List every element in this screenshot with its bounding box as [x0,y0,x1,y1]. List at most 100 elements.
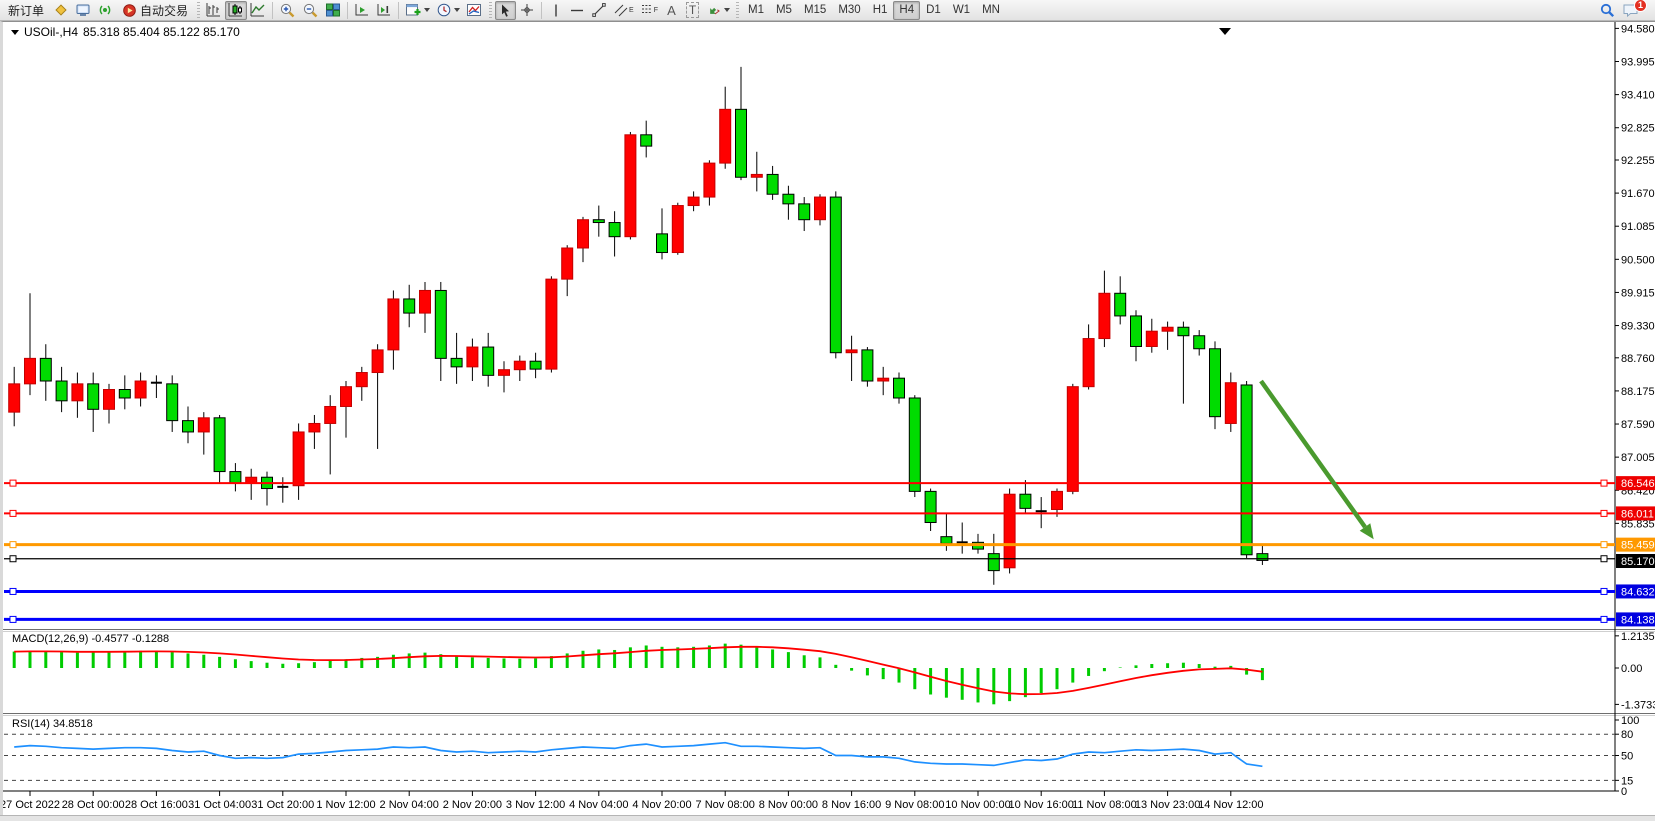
timeframe-m5-button[interactable]: M5 [775,4,792,16]
candle [1193,335,1206,350]
search-button[interactable] [1596,1,1619,20]
toolbar-grip[interactable] [197,2,201,18]
price-tick-label: 87.005 [1621,452,1655,464]
chart-plot-area[interactable]: 94.580 93.995 93.410 92.825 92.255 91.670 91.0… [3,22,1655,816]
line-price-label [1616,612,1655,627]
candle [55,380,68,402]
line-handle[interactable] [9,479,17,487]
line-handle[interactable] [1600,509,1608,517]
timeframe-w1-button[interactable]: W1 [952,4,971,16]
shapes-button[interactable] [703,1,733,20]
timeframe-m30-button[interactable]: M30 [838,4,861,16]
line-price-label-text: 86.546 [1621,478,1655,490]
chevron-down-icon[interactable] [454,8,461,12]
toolbar-grip[interactable] [735,2,739,18]
new-chart-button[interactable] [402,1,433,20]
cursor-button[interactable] [495,0,517,20]
zoom-out-button[interactable] [299,1,322,20]
chevron-down-icon[interactable] [723,8,730,12]
zoom-in-button[interactable] [276,1,299,20]
auto-scroll-button[interactable] [351,1,373,20]
rsi-axis-label: 0 [1621,786,1627,798]
candle [197,417,210,433]
timeframe-h4-button[interactable]: H4 [893,0,921,20]
timeframe-h1-button[interactable]: H1 [872,4,888,16]
autotrading-button[interactable]: 自动交易 [116,1,194,20]
line-handle[interactable] [9,541,17,549]
crosshair-button[interactable] [516,1,538,20]
periods-button[interactable] [433,1,463,20]
chat-button[interactable]: 1 [1619,0,1647,20]
candle [829,196,842,354]
line-handle[interactable] [1600,555,1608,563]
terminal-icon[interactable] [72,1,94,20]
text-label-button[interactable]: T [682,1,703,20]
timeframe-mn-button[interactable]: MN [982,4,1000,16]
new-order-button[interactable]: 新订单 [8,3,45,18]
chevron-down-icon[interactable] [424,8,431,12]
candlestick-chart-button[interactable] [225,0,248,20]
tile-windows-button[interactable] [322,1,344,20]
price-tick-label: 89.330 [1621,321,1655,333]
bar-chart-button[interactable] [203,1,225,20]
candle [924,490,937,524]
trend-arrow-line[interactable] [1259,379,1367,529]
signals-icon[interactable] [94,1,116,20]
indicators-button[interactable] [463,1,486,20]
timeframe-m1-button[interactable]: M1 [747,4,764,16]
candle [8,383,21,413]
date-label: 3 Nov 12:00 [506,799,565,811]
vertical-line-button[interactable] [545,1,566,20]
price-tick-label: 93.410 [1621,90,1655,102]
trendline-button[interactable] [588,1,610,20]
date-label: 28 Oct 00:00 [62,799,125,811]
gold-diamond-icon[interactable] [50,1,72,20]
chart-shift-button[interactable] [373,1,395,20]
line-handle[interactable] [9,509,17,517]
line-handle[interactable] [1600,479,1608,487]
line-price-label [1616,584,1655,599]
candle [687,196,700,207]
toolbar-separator [272,1,274,19]
main-toolbar: 新订单 自动交易 [0,0,1655,21]
candle [466,346,479,368]
date-label: 8 Nov 16:00 [822,799,881,811]
price-tick-label: 94.580 [1621,23,1655,35]
line-chart-button[interactable] [247,1,269,20]
toolbar-grip[interactable] [489,2,493,18]
price-tick-label: 89.915 [1621,287,1655,299]
line-handle[interactable] [1600,587,1608,595]
line-handle[interactable] [9,555,17,563]
candle [908,397,921,492]
candle [387,298,400,351]
candle [798,203,811,221]
timeframe-m15-button[interactable]: M15 [803,4,827,16]
date-label: 4 Nov 20:00 [632,799,691,811]
rsi-line [14,741,1263,768]
chart-shift-marker[interactable] [1219,28,1231,35]
horizontal-line-button[interactable] [566,1,588,20]
rsi-indicator-label: RSI(14) 34.8518 [12,718,93,730]
candle [419,289,431,314]
line-handle[interactable] [1600,615,1608,623]
symbol-dropdown-icon[interactable] [11,29,19,35]
date-label: 10 Nov 16:00 [1008,799,1073,811]
fibonacci-button[interactable]: F [637,1,661,20]
equidistant-channel-button[interactable]: E [610,1,637,20]
price-tick-label: 92.255 [1621,155,1655,167]
line-handle[interactable] [9,615,17,623]
autotrading-label: 自动交易 [140,3,189,18]
trend-arrow-head[interactable] [1359,523,1374,540]
candle [814,196,826,221]
candle [1003,493,1016,569]
candle [766,173,779,195]
candle [782,193,795,205]
candle [719,108,732,164]
text-button[interactable]: A [661,1,682,20]
candle [1177,326,1190,337]
timeframe-d1-button[interactable]: D1 [926,4,941,16]
line-handle[interactable] [1600,541,1608,549]
line-handle[interactable] [9,587,17,595]
candle [671,205,684,254]
date-label: 31 Oct 20:00 [251,799,314,811]
